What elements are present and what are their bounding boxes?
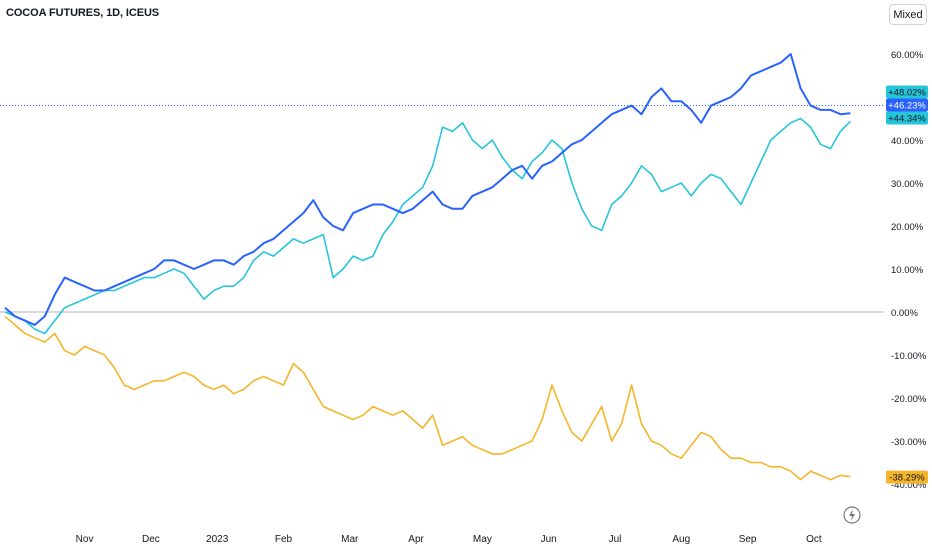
value-badge-bg [886,85,928,99]
scale-mode-label: Mixed [893,8,923,21]
y-tick-label: 20.00% [891,222,924,233]
x-tick-label: Sep [739,534,757,545]
scale-mode-button[interactable]: Mixed [889,4,927,25]
x-tick-label: Apr [408,534,424,545]
series-line-0[interactable] [4,53,851,326]
value-badge: +48.02% [886,85,928,99]
x-tick-label: Feb [275,534,293,545]
y-tick-label: -20.00% [891,394,927,405]
y-tick-label: 30.00% [891,179,924,190]
value-badge-bg [886,470,928,484]
y-tick-label: 40.00% [891,136,924,147]
x-tick-label: May [473,534,492,545]
x-tick-label: Oct [806,534,822,545]
x-tick-label: Mar [341,534,359,545]
y-tick-label: 60.00% [891,50,924,61]
y-tick-label: -30.00% [891,437,927,448]
value-badge-bg [886,98,928,112]
x-tick-label: Nov [76,534,94,545]
chart-title: COCOA FUTURES, 1D, ICEUS [6,7,160,19]
value-badge-label: +46.23% [888,101,926,112]
value-badge-label: +44.34% [888,114,926,125]
x-tick-label: Jul [609,534,622,545]
y-tick-label: 10.00% [891,265,924,276]
x-tick-label: Aug [672,534,690,545]
x-tick-label: 2023 [206,534,229,545]
value-badge: -38.29% [886,470,928,484]
value-badge-bg [886,111,928,125]
series-line-2[interactable] [4,315,851,481]
y-tick-label: 0.00% [891,308,918,319]
series-line-1[interactable] [4,117,851,335]
value-badge: +44.34% [886,111,928,125]
x-tick-label: Jun [541,534,557,545]
value-badge: +46.23% [886,98,928,112]
y-tick-label: -10.00% [891,351,927,362]
lightning-icon[interactable] [842,505,862,525]
y-tick-label: -40.00% [891,480,927,491]
value-badge-label: +48.02% [888,88,926,99]
value-badge-label: -38.29% [889,473,925,484]
x-tick-label: Dec [142,534,160,545]
